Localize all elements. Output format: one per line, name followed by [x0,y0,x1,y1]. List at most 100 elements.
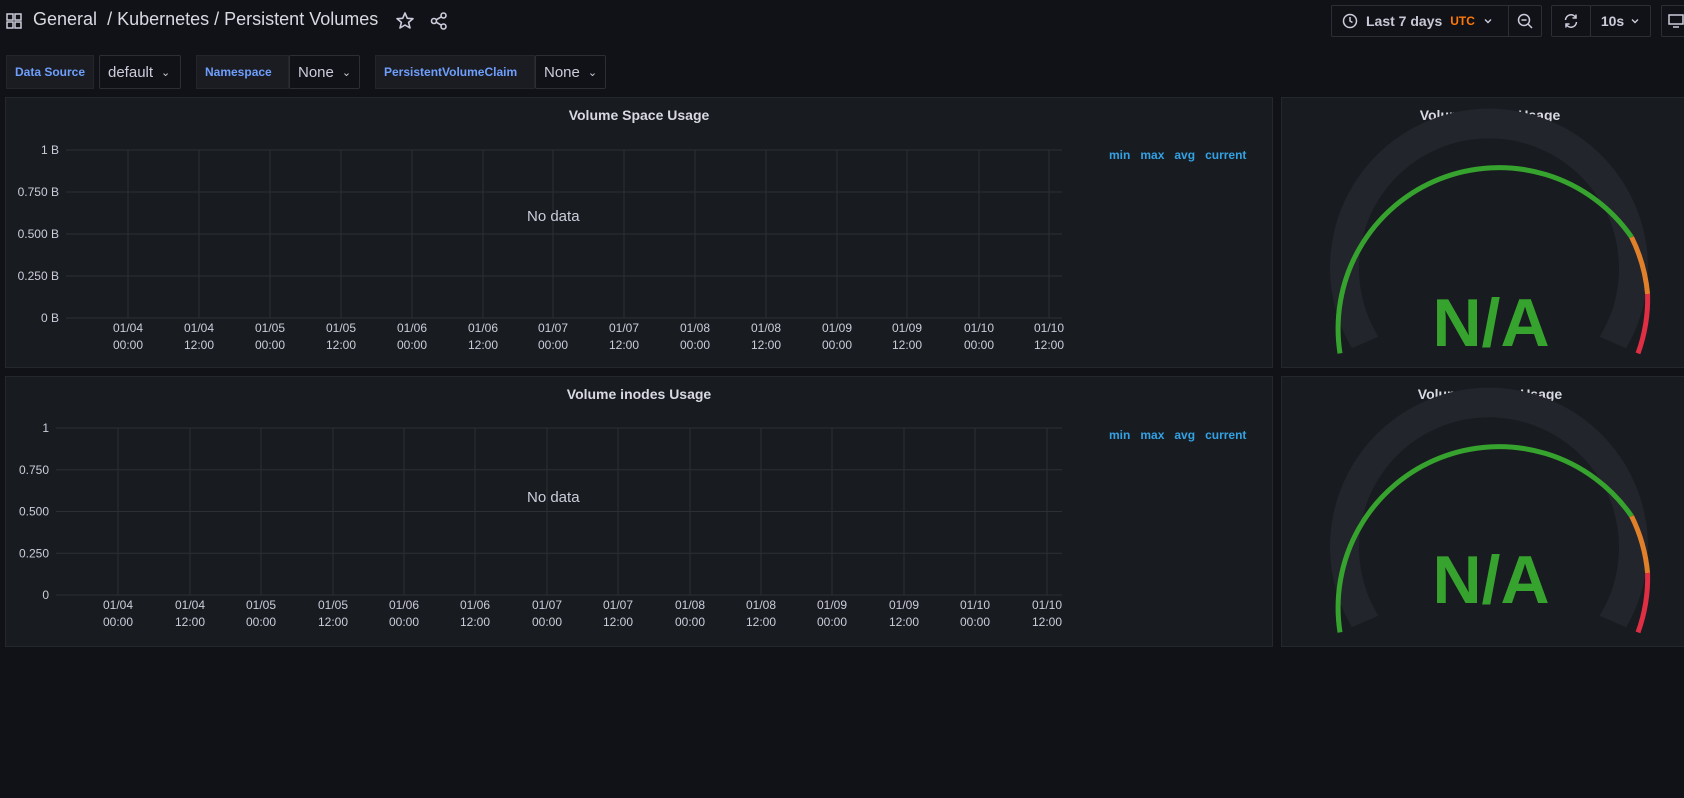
panel-volume-space-graph[interactable]: Volume Space Usage 1 B 0.750 B 0.500 B 0.25… [5,97,1273,368]
x-tick-time: 12:00 [326,338,356,352]
x-tick-date: 01/08 [680,321,710,335]
refresh-interval-label: 10s [1600,13,1625,29]
legend-avg[interactable]: avg [1174,148,1196,162]
legend-min[interactable]: min [1109,148,1131,162]
x-tick-date: 01/04 [175,598,205,612]
x-tick-date: 01/06 [468,321,498,335]
breadcrumb-folder[interactable]: General [33,9,98,29]
x-tick-date: 01/08 [746,598,776,612]
x-tick-date: 01/10 [960,598,990,612]
x-tick-time: 12:00 [468,338,498,352]
x-tick-time: 12:00 [892,338,922,352]
panel-volume-space-gauge[interactable]: Volume Space Usage N/A [1281,97,1684,368]
legend-min[interactable]: min [1109,428,1131,442]
x-tick-date: 01/07 [532,598,562,612]
star-icon[interactable] [395,11,415,31]
x-tick-date: 01/06 [389,598,419,612]
legend-max[interactable]: max [1140,428,1165,442]
x-tick-date: 01/07 [603,598,633,612]
x-tick-date: 01/05 [246,598,276,612]
legend-current[interactable]: current [1205,428,1247,442]
x-tick-time: 00:00 [680,338,710,352]
dashboard-title[interactable]: Kubernetes / Persistent Volumes [117,9,379,29]
y-tick-label: 0.500 [19,505,49,519]
refresh-interval-picker[interactable]: 10s [1590,5,1651,37]
panel-volume-inodes-gauge[interactable]: Volume inodes Usage N/A [1281,376,1684,647]
x-tick-time: 12:00 [751,338,781,352]
x-tick-time: 00:00 [538,338,568,352]
graph-legend: min max avg current [1109,428,1256,442]
y-tick-label: 0.750 [19,463,49,477]
volume-space-gauge: N/A [1330,108,1651,361]
refresh-button[interactable] [1551,5,1591,37]
x-tick-date: 01/09 [822,321,852,335]
x-tick-time: 00:00 [389,615,419,629]
x-tick-time: 00:00 [113,338,143,352]
x-tick-time: 12:00 [184,338,214,352]
x-tick-time: 00:00 [675,615,705,629]
chevron-down-icon: ⌄ [587,66,598,79]
x-tick-date: 01/06 [397,321,427,335]
variable-select-namespace[interactable]: None ⌄ [289,55,360,89]
refresh-icon [1564,14,1578,28]
y-tick-label: 1 [42,421,49,435]
clock-icon [1342,13,1358,29]
chevron-down-icon [1631,19,1639,24]
graph-legend: min max avg current [1109,148,1256,162]
dashboard-nav: General / Kubernetes / Persistent Volume… [0,0,1684,42]
x-tick-date: 01/05 [326,321,356,335]
x-tick-time: 00:00 [817,615,847,629]
y-tick-label: 0.250 [19,546,49,560]
x-tick-date: 01/07 [538,321,568,335]
zoom-out-button[interactable] [1508,5,1542,37]
x-tick-date: 01/07 [609,321,639,335]
x-tick-date: 01/08 [751,321,781,335]
legend-max[interactable]: max [1140,148,1165,162]
variable-select-datasource[interactable]: default ⌄ [99,55,181,89]
x-tick-time: 00:00 [822,338,852,352]
no-data-message: No data [527,208,580,225]
x-tick-date: 01/04 [113,321,143,335]
legend-avg[interactable]: avg [1174,428,1196,442]
zoom-out-icon [1517,13,1533,29]
variable-label-pvc: PersistentVolumeClaim [375,55,535,89]
cycle-view-mode-button[interactable] [1661,5,1684,37]
x-tick-time: 00:00 [246,615,276,629]
breadcrumb: General / Kubernetes / Persistent Volume… [33,9,378,30]
x-tick-date: 01/04 [184,321,214,335]
share-icon[interactable] [429,11,449,31]
x-tick-time: 12:00 [603,615,633,629]
volume-inodes-gauge: N/A [1330,387,1651,634]
y-tick-label: 0 [42,588,49,602]
x-tick-time: 00:00 [103,615,133,629]
x-tick-time: 00:00 [960,615,990,629]
x-tick-time: 12:00 [460,615,490,629]
y-tick-label: 0 B [41,311,59,325]
dashboards-grid-icon[interactable] [6,13,22,29]
x-tick-date: 01/10 [1034,321,1064,335]
x-tick-time: 00:00 [964,338,994,352]
variable-select-pvc[interactable]: None ⌄ [535,55,606,89]
y-tick-label: 0.500 B [18,227,59,241]
chevron-down-icon: ⌄ [161,66,171,79]
x-tick-date: 01/05 [255,321,285,335]
x-tick-time: 12:00 [889,615,919,629]
y-tick-label: 0.250 B [18,269,59,283]
x-tick-date: 01/09 [817,598,847,612]
panel-title[interactable]: Volume inodes Usage [566,386,712,402]
legend-current[interactable]: current [1205,148,1247,162]
panel-volume-inodes-graph[interactable]: Volume inodes Usage 1 0.750 0.500 0.250 0 01/… [5,376,1273,647]
gauge-value: N/A [1432,542,1549,618]
time-range-picker[interactable]: Last 7 days UTC [1331,5,1512,37]
x-tick-date: 01/08 [675,598,705,612]
x-tick-date: 01/05 [318,598,348,612]
panel-title[interactable]: Volume Space Usage [568,107,710,123]
variable-value-pvc: None [544,63,580,81]
y-tick-label: 0.750 B [18,185,59,199]
y-tick-label: 1 B [41,143,59,157]
x-tick-time: 12:00 [175,615,205,629]
x-tick-time: 00:00 [532,615,562,629]
x-tick-time: 12:00 [1034,338,1064,352]
x-tick-time: 00:00 [397,338,427,352]
timezone-label: UTC [1450,14,1475,28]
